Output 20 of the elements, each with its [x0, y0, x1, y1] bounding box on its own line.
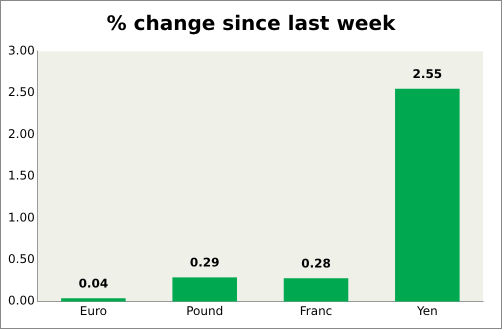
x-tick-label: Pound [186, 304, 224, 318]
data-label: 0.28 [301, 256, 331, 270]
bar [395, 88, 460, 302]
data-label: 2.55 [412, 66, 442, 81]
y-tick-label: 2.00 [8, 126, 35, 141]
y-tick-label: 3.00 [8, 43, 35, 58]
bar [61, 298, 126, 302]
y-tick-label: 2.50 [8, 85, 35, 100]
y-tick-label: 0.00 [8, 294, 35, 308]
bar [284, 278, 348, 302]
y-tick-label: 1.00 [8, 210, 35, 224]
y-tick-label: 0.50 [8, 252, 35, 266]
bar [172, 277, 237, 302]
x-tick-label: Euro [80, 304, 107, 318]
data-label: 0.29 [190, 256, 220, 270]
y-tick-label: 1.50 [8, 168, 35, 183]
x-tick-label: Franc [300, 304, 332, 318]
chart-title: % change since last week [106, 11, 397, 35]
data-label: 0.04 [78, 276, 108, 290]
x-tick-label: Yen [416, 304, 438, 318]
